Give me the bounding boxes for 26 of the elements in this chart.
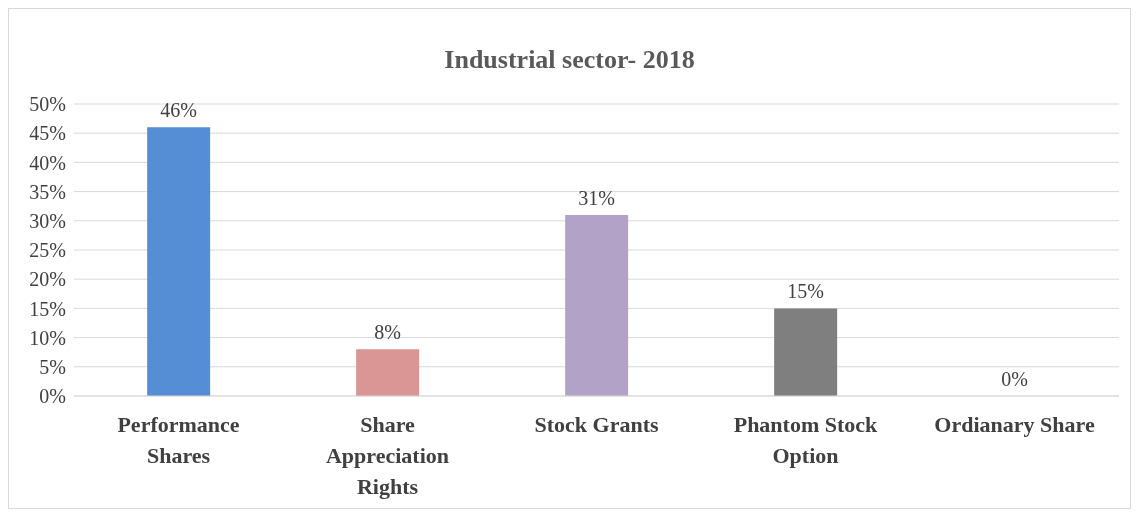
data-label: 8% xyxy=(374,321,401,344)
y-tick-label: 50% xyxy=(29,93,66,116)
y-tick-label: 30% xyxy=(29,209,66,232)
y-tick-label: 5% xyxy=(39,355,66,378)
y-tick-label: 35% xyxy=(29,180,66,203)
y-tick-label: 15% xyxy=(29,297,66,320)
x-tick-label: Ordianary Share xyxy=(934,412,1095,437)
data-label: 0% xyxy=(1001,368,1028,390)
x-tick-label: Stock Grants xyxy=(534,412,659,437)
y-tick-label: 25% xyxy=(29,239,66,262)
x-tick-label: Performance Shares xyxy=(117,412,240,468)
bar xyxy=(565,214,629,396)
data-label: 31% xyxy=(578,186,615,209)
y-tick-label: 20% xyxy=(29,268,66,291)
data-label: 15% xyxy=(787,280,824,303)
x-tick-label: Share Appreciation Rights xyxy=(325,412,450,499)
bar xyxy=(356,349,420,396)
y-tick-label: 10% xyxy=(29,326,66,349)
data-label: 46% xyxy=(160,99,197,122)
y-tick-label: 40% xyxy=(29,151,66,174)
y-tick-label: 45% xyxy=(29,122,66,145)
x-tick-label: Phantom Stock Option xyxy=(733,412,879,468)
bar xyxy=(147,127,211,396)
y-tick-label: 0% xyxy=(39,385,66,408)
chart-title: Industrial sector- 2018 xyxy=(443,45,696,75)
bar xyxy=(774,308,838,396)
